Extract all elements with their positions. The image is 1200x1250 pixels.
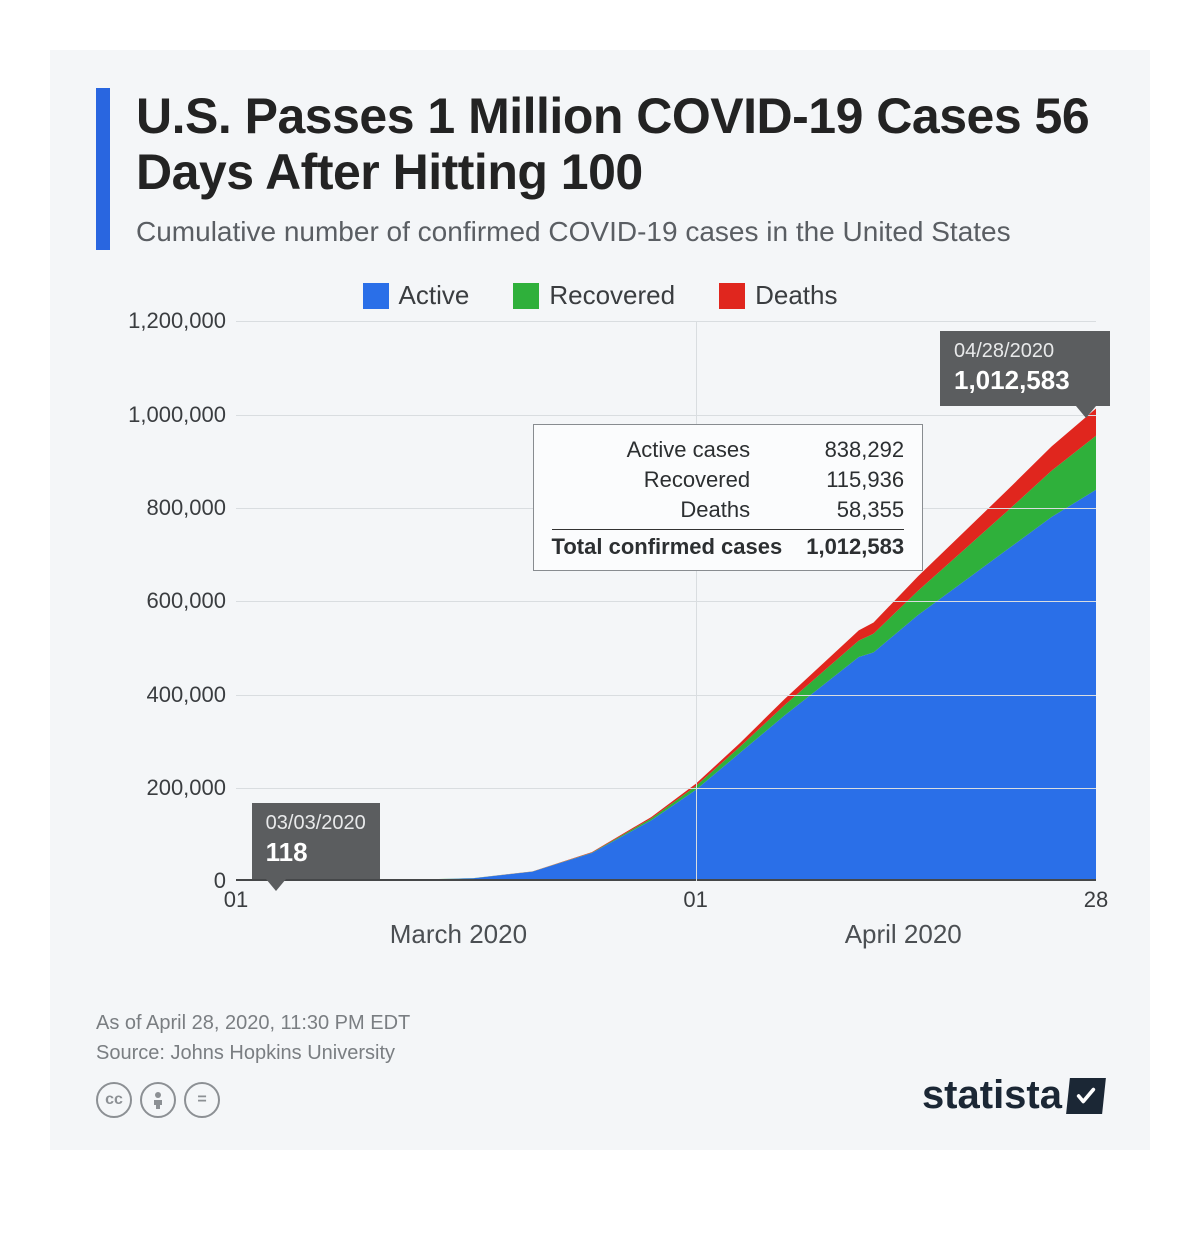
license-icons: cc = bbox=[96, 1082, 410, 1118]
legend-item: Recovered bbox=[513, 280, 675, 311]
x-month-label: March 2020 bbox=[390, 919, 527, 950]
gridline bbox=[236, 321, 1096, 322]
legend-swatch bbox=[363, 283, 389, 309]
month-divider bbox=[696, 321, 697, 881]
x-month-label: April 2020 bbox=[845, 919, 962, 950]
stats-total-value: 1,012,583 bbox=[806, 534, 904, 560]
subtitle: Cumulative number of confirmed COVID-19 … bbox=[136, 214, 1104, 250]
legend-label: Recovered bbox=[549, 280, 675, 311]
legend-label: Active bbox=[399, 280, 470, 311]
y-tick-label: 0 bbox=[96, 868, 226, 894]
x-tick-label: 28 bbox=[1084, 887, 1108, 913]
y-tick-label: 800,000 bbox=[96, 495, 226, 521]
legend-swatch bbox=[719, 283, 745, 309]
stats-value: 58,355 bbox=[774, 497, 904, 523]
brand-check-icon bbox=[1066, 1078, 1106, 1114]
y-tick-label: 400,000 bbox=[96, 682, 226, 708]
legend-label: Deaths bbox=[755, 280, 837, 311]
footer-left: As of April 28, 2020, 11:30 PM EDT Sourc… bbox=[96, 1008, 410, 1118]
stats-box: Active cases838,292Recovered115,936Death… bbox=[533, 424, 924, 571]
accent-bar bbox=[96, 88, 110, 250]
stats-row: Active cases 838,292 bbox=[552, 435, 905, 465]
footer: As of April 28, 2020, 11:30 PM EDT Sourc… bbox=[96, 1008, 1104, 1118]
gridline bbox=[236, 695, 1096, 696]
y-tick-label: 1,200,000 bbox=[96, 308, 226, 334]
stats-value: 115,936 bbox=[774, 467, 904, 493]
stats-row: Deaths 58,355 bbox=[552, 495, 905, 525]
gridline bbox=[236, 601, 1096, 602]
legend-swatch bbox=[513, 283, 539, 309]
y-tick-label: 200,000 bbox=[96, 775, 226, 801]
stats-label: Deaths bbox=[552, 497, 751, 523]
asof-text: As of April 28, 2020, 11:30 PM EDT bbox=[96, 1008, 410, 1038]
stats-row: Recovered 115,936 bbox=[552, 465, 905, 495]
cc-icon: cc bbox=[96, 1082, 132, 1118]
header-text: U.S. Passes 1 Million COVID-19 Cases 56 … bbox=[136, 88, 1104, 250]
source-text: Source: Johns Hopkins University bbox=[96, 1038, 410, 1068]
x-tick-label: 01 bbox=[224, 887, 248, 913]
stats-total-label: Total confirmed cases bbox=[552, 534, 783, 560]
brand-name: statista bbox=[922, 1073, 1062, 1118]
x-baseline bbox=[236, 879, 1096, 881]
stats-label: Active cases bbox=[552, 437, 751, 463]
x-tick-label: 01 bbox=[683, 887, 707, 913]
stats-label: Recovered bbox=[552, 467, 751, 493]
y-tick-label: 1,000,000 bbox=[96, 402, 226, 428]
y-axis: 0200,000400,000600,000800,0001,000,0001,… bbox=[96, 321, 226, 881]
by-icon bbox=[140, 1082, 176, 1118]
chart: 0 200,000 400,000 600,000 800,000 1,000,000 1,… bbox=[96, 321, 1104, 961]
title: U.S. Passes 1 Million COVID-19 Cases 56 … bbox=[136, 88, 1104, 200]
stats-total: Total confirmed cases 1,012,583 bbox=[552, 529, 905, 560]
y-tick-label: 600,000 bbox=[96, 588, 226, 614]
plot-area: 03/03/202011804/28/20201,012,583Active c… bbox=[236, 321, 1096, 881]
gridline bbox=[236, 788, 1096, 789]
legend: Active Recovered Deaths bbox=[96, 280, 1104, 311]
header: U.S. Passes 1 Million COVID-19 Cases 56 … bbox=[96, 88, 1104, 250]
legend-item: Deaths bbox=[719, 280, 837, 311]
nd-icon: = bbox=[184, 1082, 220, 1118]
legend-item: Active bbox=[363, 280, 470, 311]
statista-logo: statista bbox=[922, 1073, 1104, 1118]
infographic-stage: U.S. Passes 1 Million COVID-19 Cases 56 … bbox=[50, 50, 1150, 1150]
stats-value: 838,292 bbox=[774, 437, 904, 463]
gridline bbox=[236, 415, 1096, 416]
